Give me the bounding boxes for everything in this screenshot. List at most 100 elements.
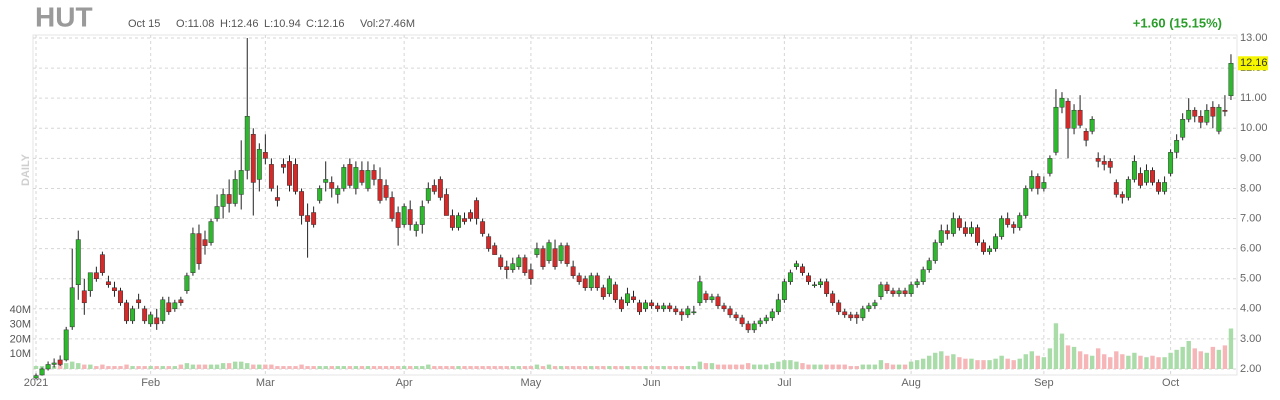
volume-bar bbox=[1132, 352, 1137, 369]
volume-bar bbox=[1168, 352, 1173, 369]
volume-bar bbox=[703, 363, 709, 369]
volume-bar bbox=[993, 358, 998, 369]
candle-body bbox=[673, 308, 679, 313]
candle-body bbox=[172, 302, 178, 310]
candle-body bbox=[836, 302, 842, 313]
volume-bar bbox=[927, 355, 932, 369]
volume-bar bbox=[208, 364, 214, 369]
volume-bar bbox=[148, 366, 153, 369]
volume-bar bbox=[76, 363, 81, 369]
candle-body bbox=[691, 311, 697, 314]
candle-body bbox=[787, 272, 793, 282]
x-tick-label: Jun bbox=[643, 377, 661, 389]
volume-bar bbox=[166, 366, 171, 369]
volume-bar bbox=[770, 363, 775, 369]
candle-body bbox=[962, 227, 968, 234]
volume-bar bbox=[281, 366, 286, 369]
volume-bar bbox=[824, 364, 829, 369]
candle-body bbox=[534, 248, 540, 255]
candle-body bbox=[480, 221, 486, 234]
candle-body bbox=[335, 188, 341, 195]
volume-bar bbox=[444, 366, 449, 369]
y-tick-label: 6.00 bbox=[1240, 243, 1261, 255]
volume-bar bbox=[311, 366, 316, 369]
volume-bar bbox=[51, 366, 57, 369]
volume-bar bbox=[377, 366, 383, 369]
candle-body bbox=[299, 191, 305, 216]
volume-tick-label: 20M bbox=[10, 333, 31, 345]
candle-body bbox=[268, 164, 274, 189]
candle-body bbox=[830, 293, 836, 304]
y-tick-label: 7.00 bbox=[1240, 212, 1261, 224]
volume-bar bbox=[70, 361, 75, 369]
volume-bar bbox=[456, 366, 461, 369]
volume-bar bbox=[589, 366, 594, 369]
volume-bar bbox=[1204, 352, 1210, 369]
candle-body bbox=[1228, 63, 1234, 97]
candle-body bbox=[468, 212, 473, 219]
volume-bar bbox=[1035, 355, 1041, 369]
candle-body bbox=[1144, 170, 1149, 183]
candle-body bbox=[57, 359, 63, 365]
x-tick-label: Oct bbox=[1162, 377, 1179, 389]
candle-body bbox=[685, 308, 691, 316]
candle-body bbox=[1101, 161, 1107, 165]
volume-bar bbox=[764, 364, 769, 369]
volume-bar bbox=[884, 363, 890, 369]
volume-bar bbox=[112, 366, 117, 369]
candle-body bbox=[631, 296, 636, 301]
candle-body bbox=[443, 194, 449, 216]
candle-body bbox=[359, 170, 365, 183]
candle-body bbox=[522, 257, 528, 273]
volume-bar bbox=[999, 355, 1004, 369]
candle-body bbox=[661, 305, 667, 310]
volume-bar bbox=[1108, 357, 1113, 369]
candle-body bbox=[262, 152, 268, 159]
candle-body bbox=[190, 233, 196, 273]
candle-body bbox=[1150, 170, 1155, 183]
candle-body bbox=[202, 239, 208, 246]
x-tick-label: Feb bbox=[141, 377, 160, 389]
candle-body bbox=[69, 287, 75, 328]
candle-body bbox=[81, 290, 87, 304]
volume-bar bbox=[601, 366, 606, 369]
volume-bar bbox=[951, 354, 956, 369]
volume-bar bbox=[679, 366, 684, 369]
volume-bar bbox=[1005, 358, 1010, 369]
volume-bar bbox=[100, 364, 105, 369]
candle-body bbox=[474, 200, 480, 219]
volume-bar bbox=[293, 366, 298, 369]
candle-body bbox=[1053, 106, 1059, 153]
volume-bar bbox=[1065, 345, 1071, 369]
volume-bar bbox=[1071, 346, 1077, 369]
volume-bar bbox=[727, 364, 733, 369]
candle-body bbox=[781, 281, 787, 301]
candle-body bbox=[878, 284, 884, 298]
candle-body bbox=[1198, 115, 1204, 123]
candle-body bbox=[1005, 218, 1011, 225]
volume-bar bbox=[758, 364, 763, 369]
volume-bar bbox=[365, 366, 371, 369]
candle-body bbox=[540, 248, 546, 267]
volume-bar bbox=[697, 361, 703, 369]
volume-bar bbox=[94, 366, 99, 369]
candle-body bbox=[1065, 100, 1071, 129]
volume-bar bbox=[1041, 357, 1047, 369]
volume-bar bbox=[239, 361, 244, 369]
volume-bar bbox=[667, 366, 672, 369]
volume-bar bbox=[818, 364, 823, 369]
candle-body bbox=[504, 266, 510, 270]
candle-body bbox=[1125, 179, 1131, 198]
volume-bar bbox=[510, 366, 515, 369]
candle-body bbox=[1107, 161, 1113, 168]
volume-bar bbox=[172, 366, 178, 369]
candle-body bbox=[1137, 173, 1143, 186]
candle-body bbox=[606, 278, 612, 295]
x-tick-label: Jul bbox=[777, 377, 791, 389]
candle-body bbox=[130, 308, 136, 322]
candle-body bbox=[848, 314, 854, 319]
volume-bar bbox=[969, 358, 974, 369]
volume-bar bbox=[878, 360, 884, 369]
change: +1.60 (15.15%) bbox=[1133, 15, 1222, 30]
volume-bar bbox=[709, 363, 715, 369]
